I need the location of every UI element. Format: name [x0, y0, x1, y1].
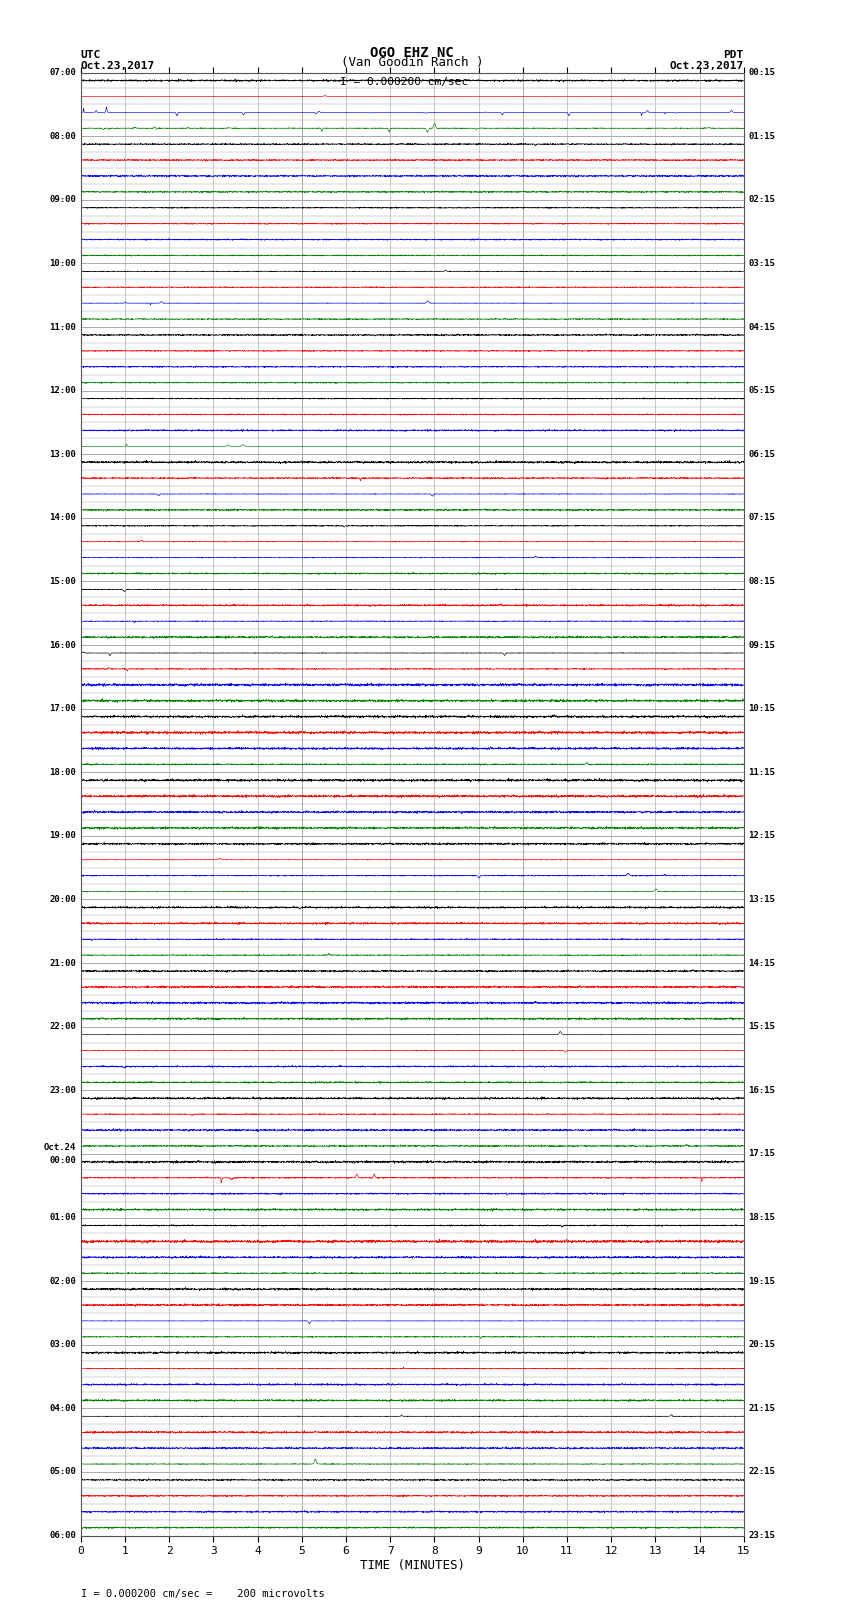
Text: 22:00: 22:00 — [49, 1023, 76, 1031]
Text: 08:15: 08:15 — [748, 577, 775, 586]
Text: 04:15: 04:15 — [748, 323, 775, 332]
Text: 01:15: 01:15 — [748, 132, 775, 140]
Text: 09:15: 09:15 — [748, 640, 775, 650]
Text: 14:00: 14:00 — [49, 513, 76, 523]
Text: 13:00: 13:00 — [49, 450, 76, 458]
Text: Oct.24: Oct.24 — [44, 1144, 76, 1152]
Text: 21:15: 21:15 — [748, 1403, 775, 1413]
Text: 07:15: 07:15 — [748, 513, 775, 523]
Text: 04:00: 04:00 — [49, 1403, 76, 1413]
Text: PDT: PDT — [723, 50, 744, 60]
Text: 12:00: 12:00 — [49, 386, 76, 395]
Text: 07:00: 07:00 — [49, 68, 76, 77]
Text: 11:00: 11:00 — [49, 323, 76, 332]
Text: Oct.23,2017: Oct.23,2017 — [81, 61, 155, 71]
Text: 00:15: 00:15 — [748, 68, 775, 77]
Text: 21:00: 21:00 — [49, 958, 76, 968]
Text: 05:00: 05:00 — [49, 1468, 76, 1476]
Text: 15:15: 15:15 — [748, 1023, 775, 1031]
Text: 18:15: 18:15 — [748, 1213, 775, 1223]
Text: 06:15: 06:15 — [748, 450, 775, 458]
Text: 19:00: 19:00 — [49, 831, 76, 840]
Text: 16:15: 16:15 — [748, 1086, 775, 1095]
Text: 22:15: 22:15 — [748, 1468, 775, 1476]
Text: I = 0.000200 cm/sec: I = 0.000200 cm/sec — [340, 77, 468, 87]
Text: Oct.23,2017: Oct.23,2017 — [670, 61, 744, 71]
Text: (Van Goodin Ranch ): (Van Goodin Ranch ) — [341, 56, 484, 69]
Text: 15:00: 15:00 — [49, 577, 76, 586]
Text: 16:00: 16:00 — [49, 640, 76, 650]
Text: 13:15: 13:15 — [748, 895, 775, 903]
Text: I = 0.000200 cm/sec =    200 microvolts: I = 0.000200 cm/sec = 200 microvolts — [81, 1589, 325, 1598]
Text: OGO EHZ NC: OGO EHZ NC — [371, 45, 454, 60]
Text: 03:15: 03:15 — [748, 260, 775, 268]
Text: 23:15: 23:15 — [748, 1531, 775, 1540]
Text: 02:00: 02:00 — [49, 1276, 76, 1286]
Text: 02:15: 02:15 — [748, 195, 775, 205]
Text: 19:15: 19:15 — [748, 1276, 775, 1286]
Text: 11:15: 11:15 — [748, 768, 775, 777]
Text: 08:00: 08:00 — [49, 132, 76, 140]
Text: 12:15: 12:15 — [748, 831, 775, 840]
Text: 14:15: 14:15 — [748, 958, 775, 968]
Text: 01:00: 01:00 — [49, 1213, 76, 1223]
Text: UTC: UTC — [81, 50, 101, 60]
X-axis label: TIME (MINUTES): TIME (MINUTES) — [360, 1558, 465, 1571]
Text: 03:00: 03:00 — [49, 1340, 76, 1348]
Text: 06:00: 06:00 — [49, 1531, 76, 1540]
Text: 00:00: 00:00 — [49, 1157, 76, 1165]
Text: 23:00: 23:00 — [49, 1086, 76, 1095]
Text: 09:00: 09:00 — [49, 195, 76, 205]
Text: 20:00: 20:00 — [49, 895, 76, 903]
Text: 17:15: 17:15 — [748, 1150, 775, 1158]
Text: 05:15: 05:15 — [748, 386, 775, 395]
Text: 10:15: 10:15 — [748, 705, 775, 713]
Text: 18:00: 18:00 — [49, 768, 76, 777]
Text: 17:00: 17:00 — [49, 705, 76, 713]
Text: 20:15: 20:15 — [748, 1340, 775, 1348]
Text: 10:00: 10:00 — [49, 260, 76, 268]
